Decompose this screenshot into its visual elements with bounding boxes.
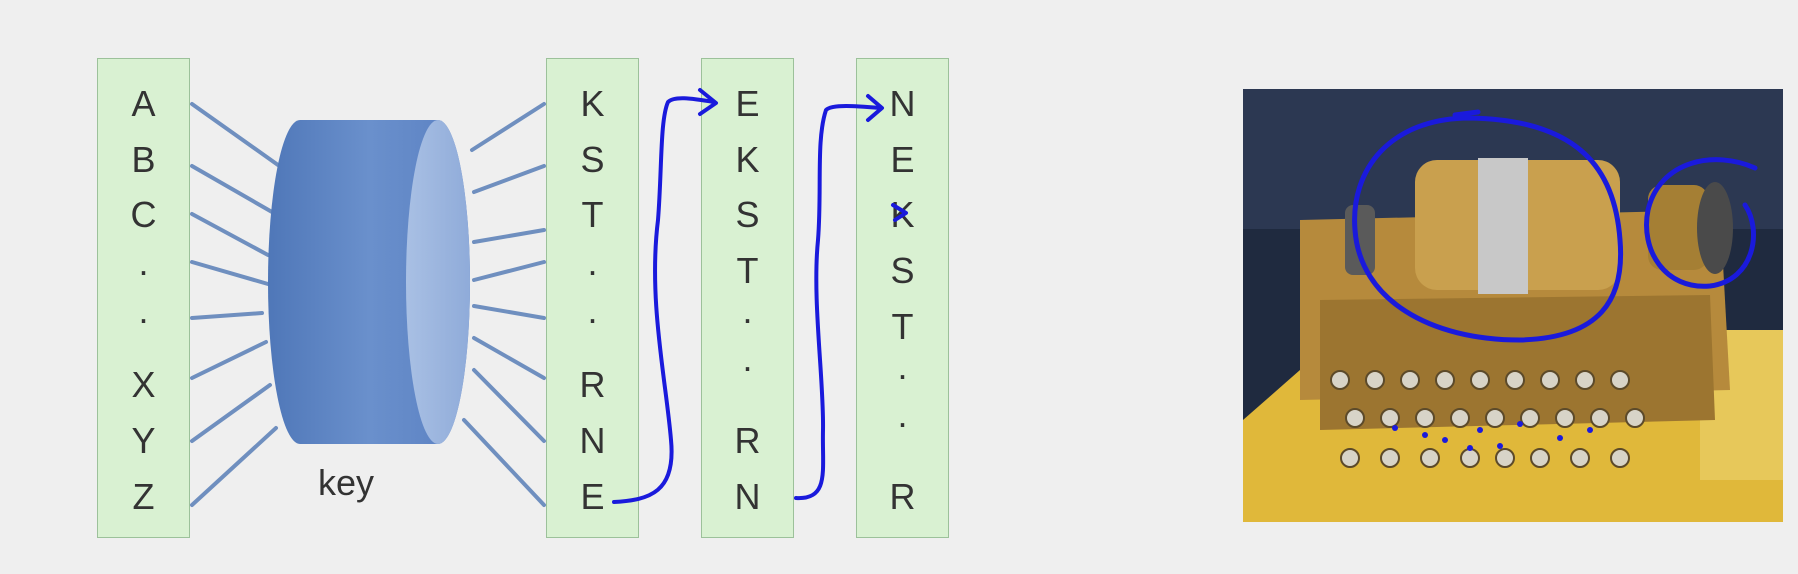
cipher-letter: E	[890, 139, 915, 180]
key-label: key	[318, 462, 375, 503]
cipher-letter: .	[897, 346, 908, 387]
cipher-letter: R	[579, 364, 606, 405]
ciphertext-column-1: K S T . . R N E	[546, 58, 639, 538]
cipher-letter: T	[891, 306, 914, 347]
plaintext-letter: C	[130, 194, 157, 235]
cipher-letter: R	[889, 476, 916, 517]
cipher-letter: N	[889, 83, 916, 124]
cipher-letter: .	[587, 242, 598, 283]
cipher-letter: .	[742, 290, 753, 331]
plaintext-letter: .	[138, 290, 149, 331]
plaintext-column: A B C . . X Y Z	[97, 58, 190, 538]
left-connectors	[190, 102, 280, 507]
key-cylinder	[268, 120, 470, 444]
cipher-letter: R	[734, 420, 761, 461]
right-connectors	[462, 102, 546, 507]
plaintext-letter: X	[131, 364, 156, 405]
cipher-letter: K	[580, 83, 605, 124]
cipher-letter: N	[734, 476, 761, 517]
cipher-letter: T	[736, 250, 759, 291]
cipher-letter: E	[735, 83, 760, 124]
cipher-letter: .	[742, 338, 753, 379]
cipher-letter: N	[579, 420, 606, 461]
plaintext-letter: Z	[132, 476, 155, 517]
cipher-letter: K	[735, 139, 760, 180]
cipher-letter: .	[897, 394, 908, 435]
cipher-letter: S	[580, 139, 605, 180]
cipher-letter: .	[587, 290, 598, 331]
plaintext-letter: .	[138, 242, 149, 283]
cipher-letter: E	[580, 476, 605, 517]
plaintext-letter: B	[131, 139, 156, 180]
ciphertext-column-3: N E K S T . . R	[856, 58, 949, 538]
cipher-letter: S	[890, 250, 915, 291]
ciphertext-column-2: E K S T . . R N	[701, 58, 794, 538]
cipher-letter: T	[581, 194, 604, 235]
cipher-letter: S	[735, 194, 760, 235]
plaintext-letter: A	[131, 83, 156, 124]
annotation-arrows	[612, 88, 908, 504]
rotor-machine-photo	[1243, 89, 1783, 522]
plaintext-letter: Y	[131, 420, 156, 461]
